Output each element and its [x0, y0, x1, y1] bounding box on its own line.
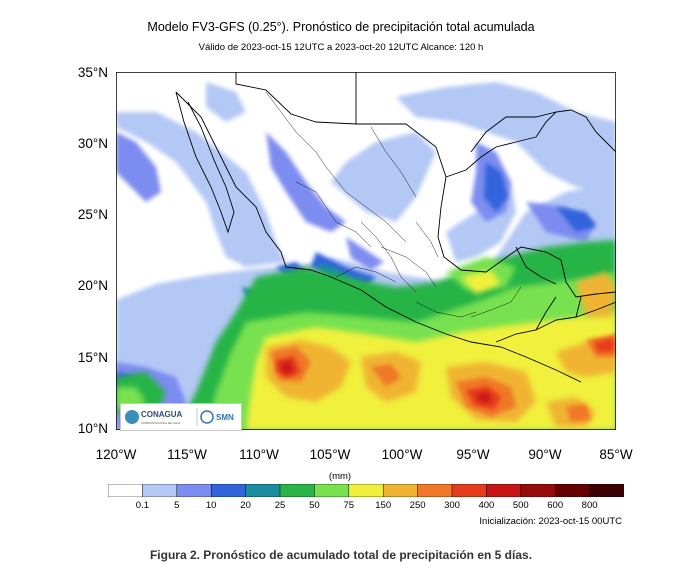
colorbar-tick-label: 150: [375, 500, 392, 511]
colorbar-tick-label: 75: [343, 500, 355, 511]
colorbar-tick-label: 10: [205, 500, 217, 511]
colorbar-tick-label: 300: [444, 500, 460, 511]
colorbar-segment: [520, 484, 556, 497]
lon-label-110w: 110°W: [239, 447, 279, 462]
initialization-text: Inicialización: 2023-oct-15 00UTC: [479, 516, 622, 527]
colorbar-tick-label: 25: [274, 500, 286, 511]
lon-label-85w: 85°W: [599, 447, 633, 462]
colorbar-segment: [210, 484, 247, 497]
lon-label-115w: 115°W: [167, 447, 207, 462]
colorbar-units: (mm): [328, 471, 352, 482]
smn-logo-text: SMN: [216, 413, 234, 422]
conagua-logo-subtext: COMISIÓN NACIONAL DEL AGUA: [141, 422, 180, 425]
colorbar-segment: [486, 484, 522, 497]
lat-label-35n: 35°N: [77, 65, 108, 80]
precipitation-field: [116, 72, 616, 430]
logos-graphic: CONAGUA COMISIÓN NACIONAL DEL AGUA SMN: [125, 408, 234, 426]
lat-label-10n: 10°N: [77, 421, 108, 436]
precipitation-map: [116, 72, 616, 430]
colorbar-segment: [554, 484, 591, 497]
colorbar-segment: [451, 484, 488, 497]
colorbar-segment: [245, 484, 281, 497]
colorbar-tick-label: 0.1: [135, 500, 149, 511]
colorbar-tick-label: 600: [547, 500, 564, 511]
colorbar: [108, 484, 624, 497]
lon-label-120w: 120°W: [95, 447, 137, 462]
figure-caption: Figura 2. Pronóstico de acumulado total …: [149, 548, 533, 562]
colorbar-tick-label: 5: [174, 500, 180, 511]
coastlines: [116, 72, 616, 383]
logos-panel: CONAGUA COMISIÓN NACIONAL DEL AGUA SMN: [120, 403, 242, 431]
lat-label-30n: 30°N: [77, 136, 108, 151]
colorbar-tick-label: 20: [240, 500, 251, 511]
colorbar-segment: [314, 484, 350, 497]
colorbar-segment: [348, 484, 384, 497]
colorbar-segment: [382, 484, 419, 497]
map-title: Modelo FV3-GFS (0.25°). Pronóstico de pr…: [147, 20, 535, 34]
colorbar-segment: [589, 484, 624, 497]
colorbar-tick-label: 500: [512, 500, 529, 511]
lat-label-20n: 20°N: [77, 278, 108, 293]
map-subtitle: Válido de 2023-oct-15 12UTC a 2023-oct-2…: [198, 42, 484, 53]
conagua-emblem: [125, 410, 139, 424]
colorbar-tick-label: 250: [409, 500, 426, 511]
lon-label-95w: 95°W: [456, 447, 490, 462]
colorbar-segment: [279, 484, 316, 497]
conagua-logo-text: CONAGUA: [141, 410, 183, 419]
colorbar-segment: [176, 484, 212, 497]
colorbar-segment: [108, 484, 144, 497]
colorbar-tick-label: 400: [478, 500, 495, 511]
colorbar-segment: [142, 484, 178, 497]
colorbar-tick-label: 800: [581, 500, 598, 511]
lat-label-25n: 25°N: [77, 207, 108, 222]
lon-label-90w: 90°W: [528, 447, 562, 462]
lon-label-105w: 105°W: [309, 447, 351, 462]
colorbar-tick-label: 50: [309, 500, 320, 511]
lat-label-15n: 15°N: [77, 350, 108, 365]
state-borders: [265, 91, 522, 318]
colorbar-segment: [417, 484, 453, 497]
smn-emblem: [200, 410, 214, 424]
lon-label-100w: 100°W: [381, 447, 423, 462]
